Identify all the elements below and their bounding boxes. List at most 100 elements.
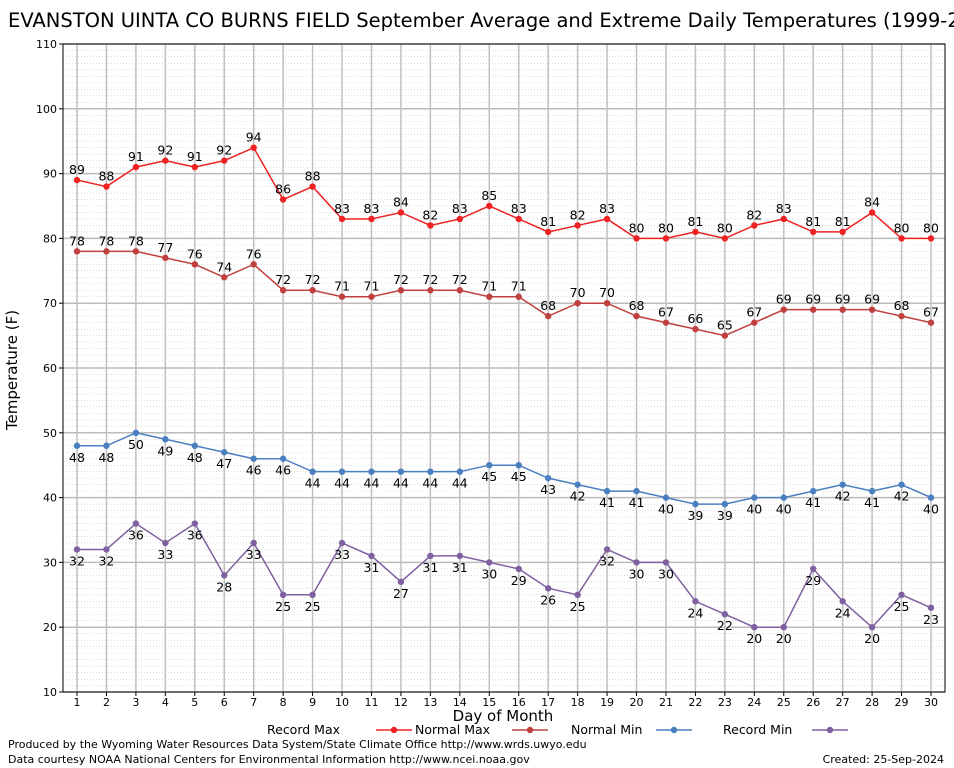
data-label: 29	[805, 573, 821, 588]
data-label: 69	[805, 292, 821, 307]
data-label: 82	[746, 207, 762, 222]
data-label: 74	[216, 259, 232, 274]
data-label: 46	[275, 463, 291, 478]
data-label: 25	[305, 599, 321, 614]
data-label: 42	[835, 489, 851, 504]
data-point	[103, 546, 110, 553]
data-point	[515, 565, 522, 573]
x-tick-label: 10	[335, 696, 349, 709]
x-tick-label: 27	[836, 696, 850, 709]
data-label: 71	[364, 279, 380, 294]
data-label: 83	[511, 201, 527, 216]
data-point	[662, 559, 670, 566]
legend-label: Record Max	[267, 722, 341, 737]
data-label: 41	[629, 495, 645, 510]
x-tick-label: 2	[103, 696, 110, 709]
data-point	[103, 183, 110, 190]
series-line	[77, 432, 932, 505]
data-label: 83	[599, 201, 615, 216]
data-point	[456, 552, 464, 560]
data-point	[603, 215, 611, 223]
data-label: 83	[334, 201, 350, 216]
data-label: 42	[894, 489, 910, 504]
data-label: 71	[481, 279, 497, 294]
legend-label: Normal Min	[571, 722, 643, 737]
data-point	[456, 215, 464, 223]
data-label: 30	[629, 566, 645, 581]
data-label: 76	[246, 246, 262, 261]
data-label: 30	[481, 566, 497, 581]
data-label: 81	[540, 214, 556, 229]
data-point	[927, 235, 935, 242]
y-axis-label: Temperature (F)	[3, 310, 21, 431]
data-label: 88	[98, 169, 114, 184]
data-label: 72	[305, 272, 321, 287]
data-label: 44	[422, 476, 438, 491]
data-point	[839, 228, 846, 236]
legend-label: Record Min	[723, 722, 793, 737]
x-tick-label: 17	[541, 696, 555, 709]
x-tick-label: 21	[659, 696, 673, 709]
x-tick-label: 4	[162, 696, 169, 709]
data-point	[574, 222, 581, 229]
data-point	[868, 209, 876, 216]
x-tick-label: 19	[600, 696, 614, 709]
data-point	[515, 215, 522, 223]
data-point	[191, 261, 198, 268]
data-point	[250, 455, 257, 462]
data-label: 40	[746, 502, 762, 517]
data-point	[574, 591, 581, 598]
data-label: 70	[570, 285, 586, 300]
data-point	[397, 468, 405, 475]
data-label: 41	[805, 495, 821, 510]
data-label: 70	[599, 285, 615, 300]
data-label: 72	[452, 272, 468, 287]
series-record-max: 89 88 91 92 91 92 94 86 88 83 83 84 82 83 85 83 81 82 83 80…	[69, 130, 939, 242]
data-label: 69	[835, 292, 851, 307]
x-tick-label: 23	[718, 696, 732, 709]
x-tick-label: 28	[865, 696, 879, 709]
data-label: 81	[687, 214, 703, 229]
data-label: 78	[98, 233, 114, 248]
x-axis-label: Day of Month	[453, 707, 554, 725]
legend-swatch	[376, 726, 412, 734]
data-point	[780, 306, 787, 313]
data-point	[309, 287, 316, 294]
footer-data-courtesy: Data courtesy NOAA National Centers for …	[8, 753, 530, 766]
data-point	[162, 254, 169, 262]
data-point	[338, 539, 346, 547]
y-tick-label: 90	[43, 168, 57, 181]
data-label: 78	[128, 233, 144, 248]
data-label: 41	[599, 495, 615, 510]
data-point	[279, 591, 287, 598]
data-point	[73, 248, 81, 255]
legend-item-record-max: Record Max	[267, 721, 412, 739]
x-tick-label: 9	[309, 696, 316, 709]
data-point	[603, 300, 611, 307]
data-point	[810, 565, 817, 573]
data-point	[780, 624, 787, 631]
data-label: 72	[393, 272, 409, 287]
grid	[63, 43, 945, 693]
data-label: 85	[481, 188, 497, 203]
data-label: 32	[98, 553, 114, 568]
data-label: 27	[393, 586, 409, 601]
data-point	[544, 474, 552, 482]
x-tick-label: 12	[394, 696, 408, 709]
x-tick-label: 1	[74, 696, 81, 709]
data-point	[810, 306, 817, 313]
data-point	[544, 585, 552, 592]
data-label: 69	[864, 292, 880, 307]
data-point	[397, 578, 405, 586]
series-line	[77, 250, 932, 337]
data-label: 26	[540, 592, 556, 607]
y-tick-label: 30	[43, 556, 57, 569]
y-tick-label: 10	[43, 686, 57, 699]
data-label: 44	[393, 476, 409, 491]
data-label: 41	[864, 495, 880, 510]
data-point	[810, 487, 817, 495]
data-point	[721, 611, 729, 618]
data-point	[73, 176, 81, 184]
data-point	[250, 539, 257, 547]
data-point	[103, 248, 110, 255]
